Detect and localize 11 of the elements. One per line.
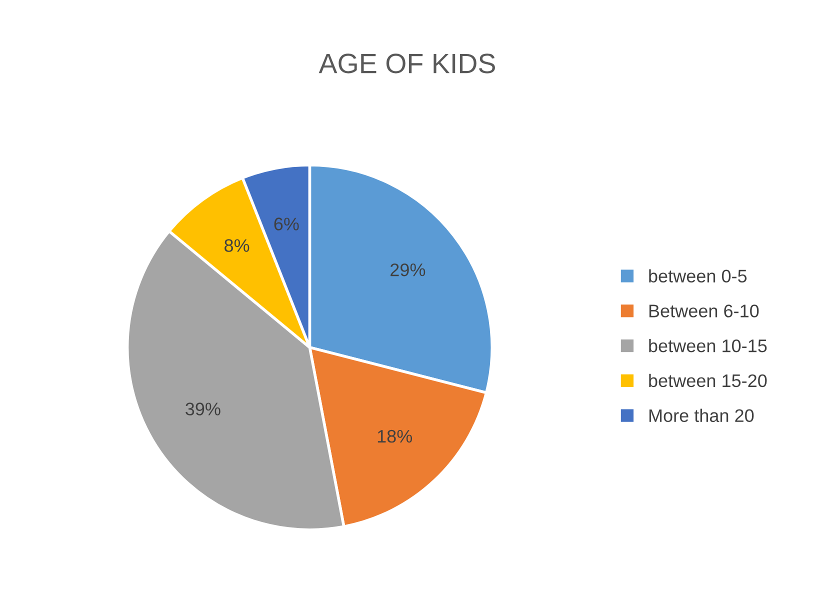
legend-label: between 10-15 <box>649 339 767 352</box>
data-label: 8% <box>224 239 250 252</box>
chart-title: AGE OF KIDS <box>318 54 495 74</box>
data-label: 18% <box>378 430 412 443</box>
legend-label: More than 20 <box>649 408 754 422</box>
legend-label: between 15-20 <box>649 374 767 388</box>
legend-label: between 0-5 <box>649 269 747 282</box>
data-label: 29% <box>390 263 426 276</box>
data-label: 39% <box>186 402 220 416</box>
data-label: 6% <box>274 218 299 230</box>
legend-label: Between 6-10 <box>649 304 759 318</box>
